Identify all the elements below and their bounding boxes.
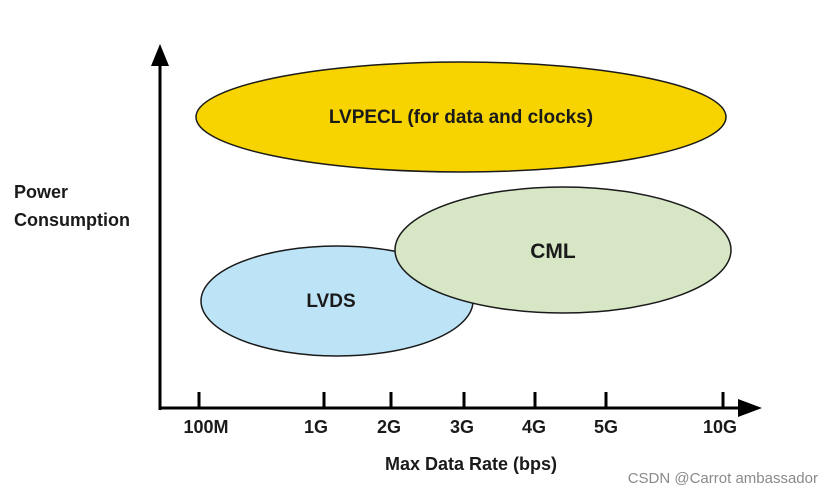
watermark: CSDN @Carrot ambassador [627, 470, 818, 487]
tick-label: 3G [450, 417, 474, 437]
lvds-label: LVDS [306, 291, 355, 312]
y-axis-arrow [151, 44, 169, 66]
y-axis-label: Power Consumption [14, 178, 130, 234]
lvpecl-region [195, 61, 727, 173]
tick-marks [197, 392, 725, 408]
tick-label: 10G [703, 417, 737, 437]
cml-region [394, 186, 732, 314]
x-axis-label: Max Data Rate (bps) [385, 454, 557, 474]
tick-label: 100M [183, 417, 228, 437]
y-axis-label-line: Consumption [14, 210, 130, 230]
tick-label: 1G [304, 417, 328, 437]
lvpecl-label: LVPECL (for data and clocks) [329, 107, 593, 128]
tick-label: 2G [377, 417, 401, 437]
x-axis-arrow [738, 399, 762, 417]
cml-label: CML [530, 240, 576, 263]
tick-label: 5G [594, 417, 618, 437]
y-axis-label-line: Power [14, 182, 69, 202]
tick-label: 4G [522, 417, 546, 437]
